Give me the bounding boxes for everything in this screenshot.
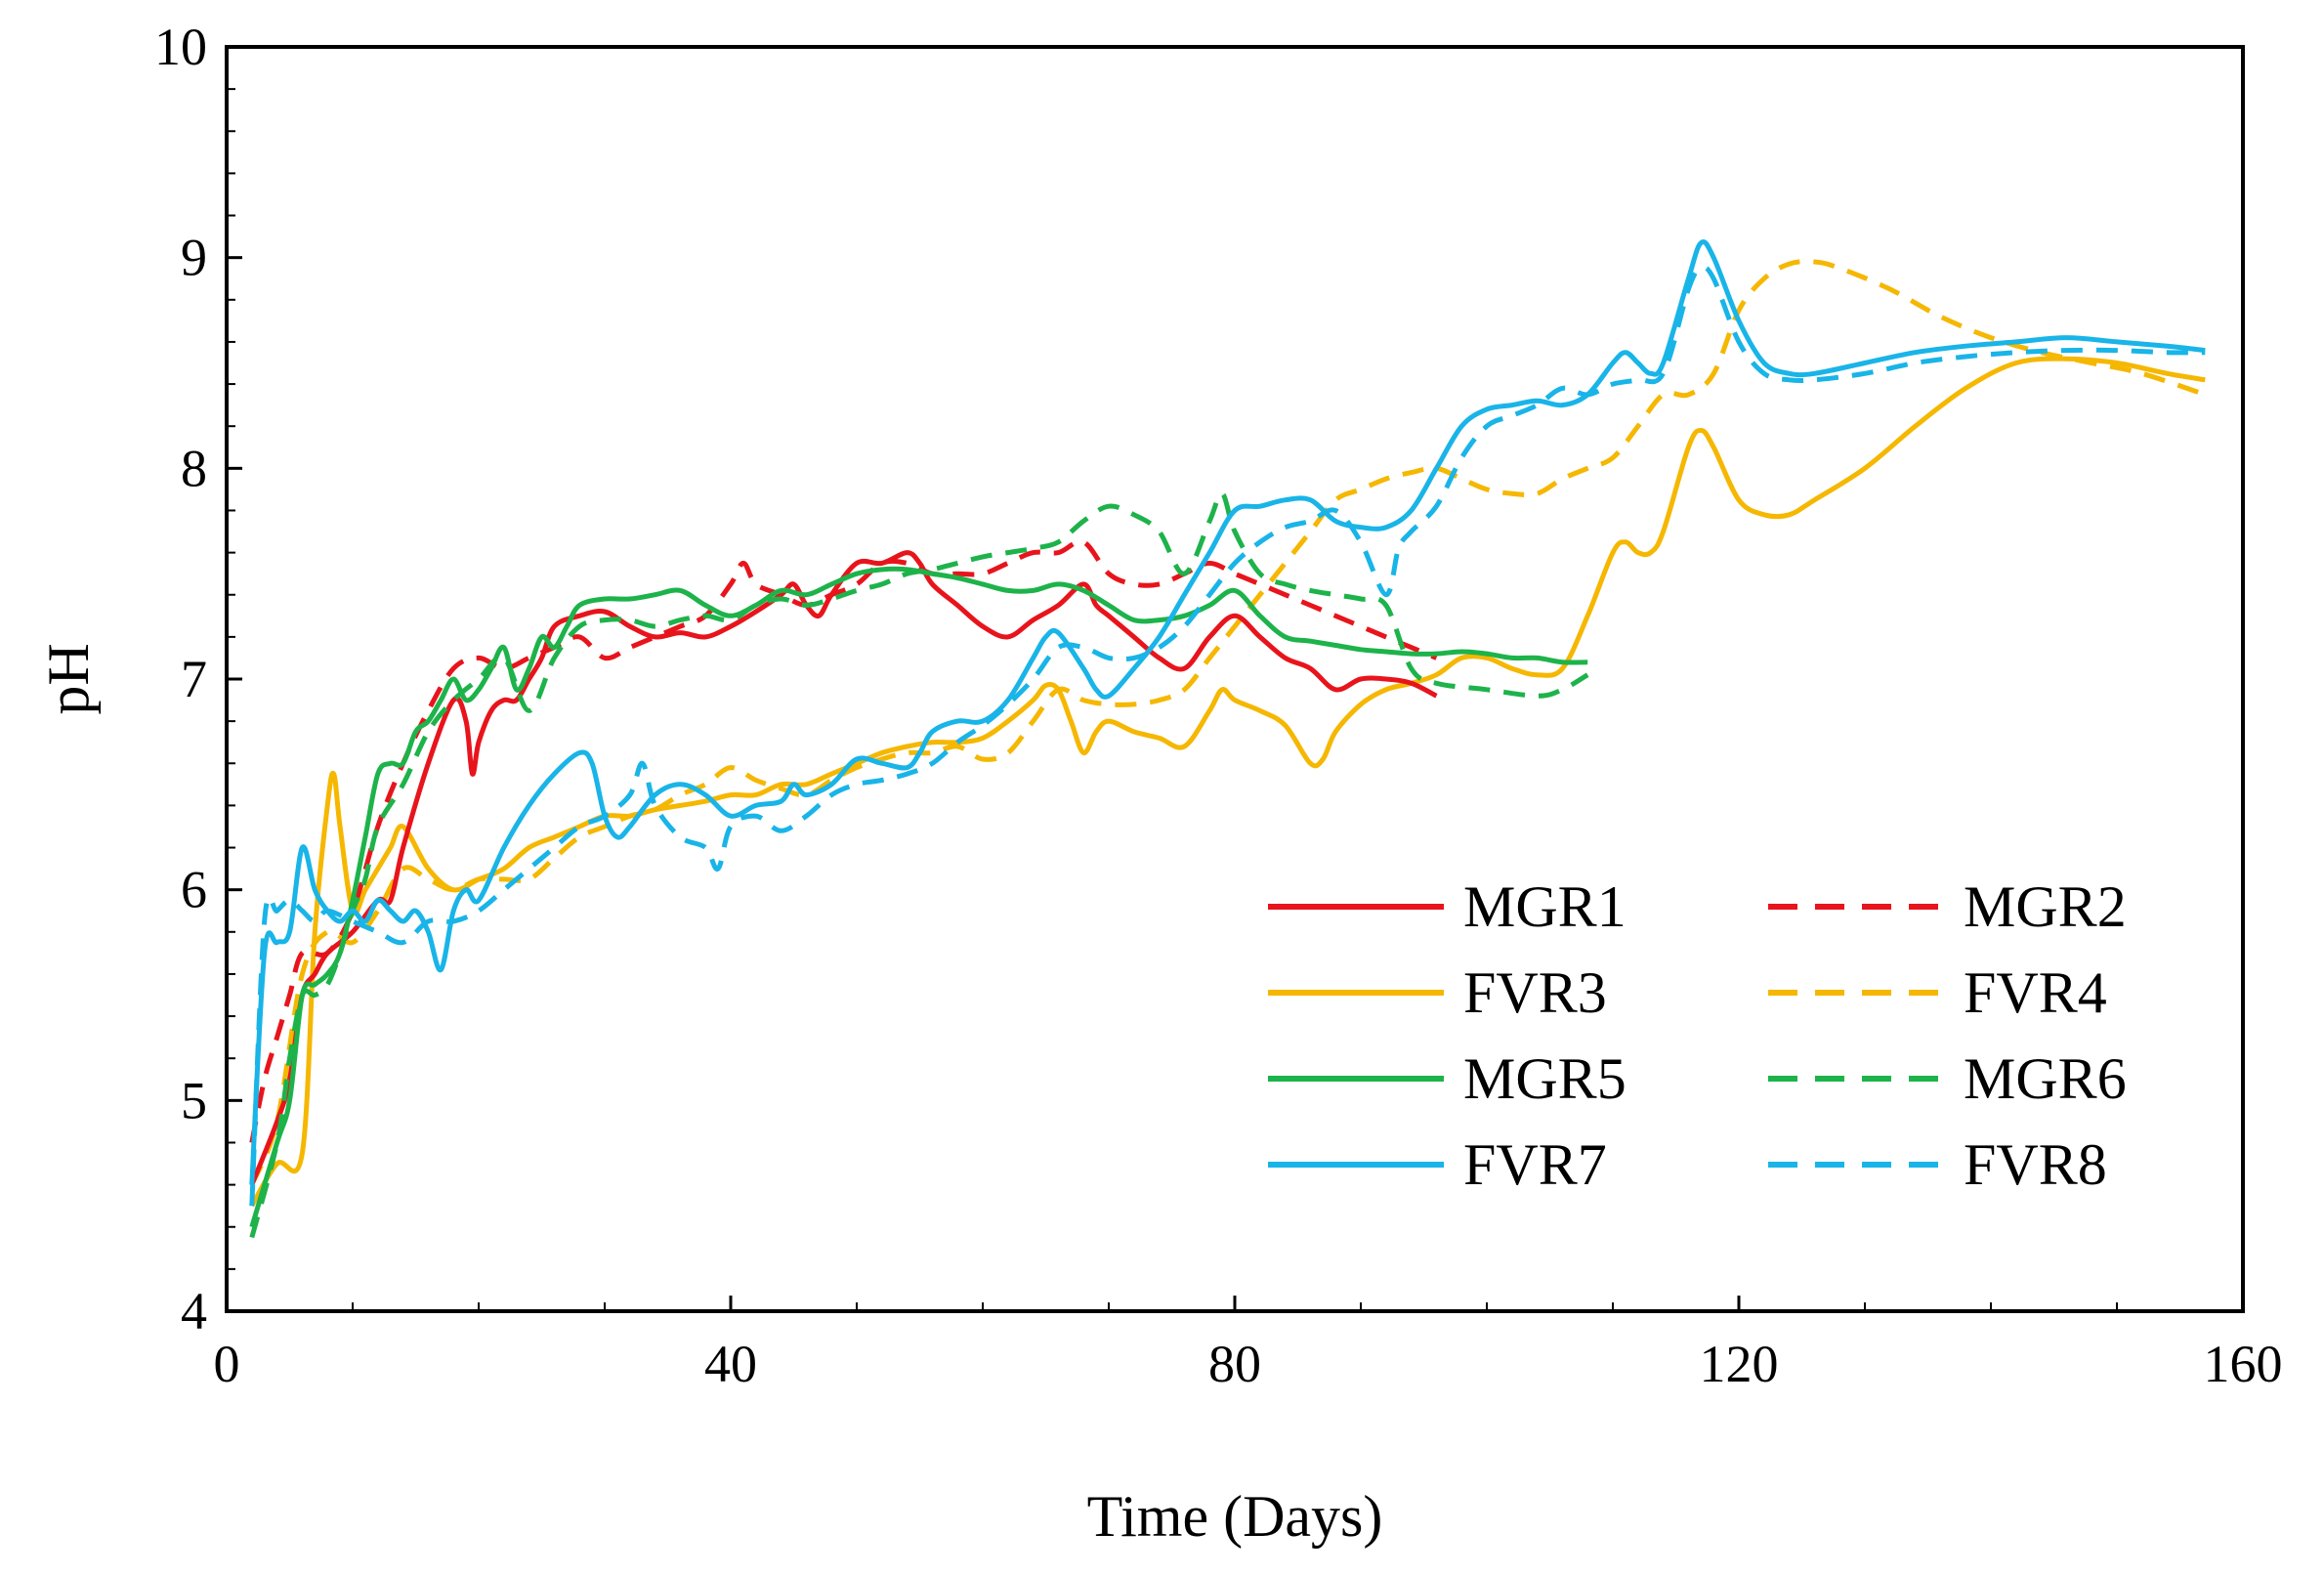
legend-label: MGR2 bbox=[1964, 874, 2127, 939]
x-tick-label: 80 bbox=[1208, 1335, 1261, 1393]
y-tick-label: 9 bbox=[181, 229, 207, 287]
legend-item-mgr6: MGR6 bbox=[1768, 1046, 2127, 1111]
y-tick-label: 6 bbox=[181, 861, 207, 919]
y-tick-label: 7 bbox=[181, 650, 207, 708]
series-line-mgr5 bbox=[249, 566, 1588, 1228]
legend-label: FVR7 bbox=[1463, 1132, 1607, 1197]
x-tick-label: 0 bbox=[214, 1335, 240, 1393]
legend-label: FVR8 bbox=[1964, 1132, 2107, 1197]
y-tick-label: 10 bbox=[154, 18, 207, 76]
series-layer bbox=[249, 239, 2207, 1239]
legend-item-fvr4: FVR4 bbox=[1768, 960, 2107, 1025]
series-line-fvr7 bbox=[249, 239, 2206, 1185]
legend-item-fvr8: FVR8 bbox=[1768, 1132, 2107, 1197]
y-tick-label: 5 bbox=[181, 1071, 207, 1129]
y-axis-title: pH bbox=[36, 643, 101, 714]
legend-label: MGR1 bbox=[1463, 874, 1627, 939]
legend-item-mgr2: MGR2 bbox=[1768, 874, 2127, 939]
legend-item-mgr5: MGR5 bbox=[1268, 1046, 1627, 1111]
legend-label: FVR4 bbox=[1964, 960, 2107, 1025]
y-tick-label: 4 bbox=[181, 1282, 207, 1341]
x-tick-label: 160 bbox=[2204, 1335, 2283, 1393]
x-tick-label: 40 bbox=[704, 1335, 757, 1393]
legend-item-fvr7: FVR7 bbox=[1268, 1132, 1607, 1197]
legend-label: MGR6 bbox=[1964, 1046, 2127, 1111]
series-line-mgr1 bbox=[249, 550, 1438, 1186]
x-axis-title: Time (Days) bbox=[1087, 1484, 1383, 1549]
series-line-fvr4 bbox=[249, 259, 2207, 1186]
legend-label: FVR3 bbox=[1463, 960, 1607, 1025]
series-line-mgr6 bbox=[249, 490, 1589, 1239]
x-tick-label: 120 bbox=[1700, 1335, 1779, 1393]
legend-item-mgr1: MGR1 bbox=[1268, 874, 1627, 939]
legend: MGR1 MGR2 FVR3 FVR4 MGR5 MGR6 FVR7 FVR8 bbox=[1268, 874, 2127, 1197]
legend-label: MGR5 bbox=[1463, 1046, 1627, 1111]
y-tick-label: 8 bbox=[181, 439, 207, 497]
legend-item-fvr3: FVR3 bbox=[1268, 960, 1607, 1025]
ticks-layer: 4 5 6 7 8 9 10 0 40 80 120 160 bbox=[154, 18, 2283, 1393]
